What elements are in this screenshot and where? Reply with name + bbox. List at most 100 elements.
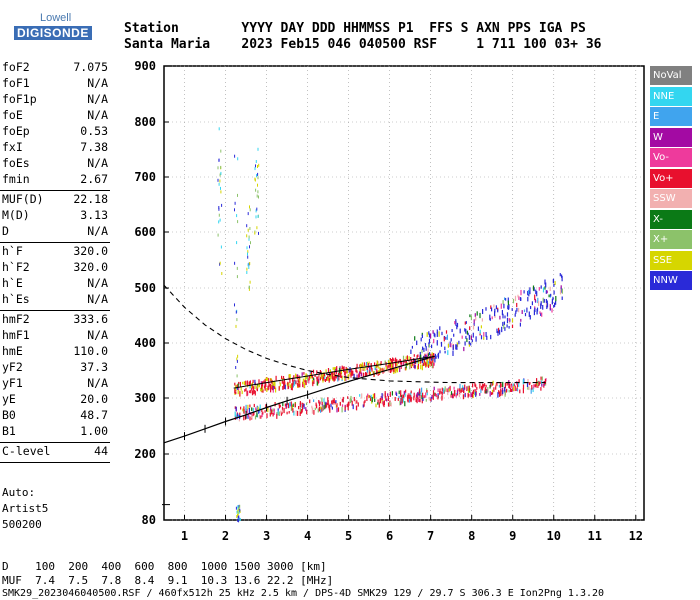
data-point xyxy=(495,384,497,390)
data-point xyxy=(276,413,278,419)
data-point xyxy=(266,413,268,419)
data-point xyxy=(374,393,376,399)
data-point xyxy=(396,362,398,366)
data-point xyxy=(490,305,492,309)
data-point xyxy=(334,371,336,376)
data-point xyxy=(486,335,488,340)
param-label: hmE xyxy=(2,344,23,358)
data-point xyxy=(518,379,520,384)
data-point xyxy=(481,318,483,322)
data-point xyxy=(379,366,381,372)
data-point xyxy=(399,367,401,373)
data-point xyxy=(261,409,263,413)
param-value: 20.0 xyxy=(80,392,108,406)
data-point xyxy=(533,287,535,292)
data-point xyxy=(236,318,238,322)
data-point xyxy=(326,377,328,381)
data-point xyxy=(305,373,307,377)
data-point xyxy=(456,325,458,330)
data-point xyxy=(452,393,454,399)
data-point xyxy=(341,398,343,402)
data-point xyxy=(234,261,236,265)
data-point xyxy=(489,391,491,397)
data-point xyxy=(483,386,485,391)
data-point xyxy=(410,357,412,360)
param-separator xyxy=(0,242,110,243)
data-point xyxy=(486,389,488,394)
data-point xyxy=(239,508,241,512)
data-point xyxy=(221,203,223,207)
data-point xyxy=(349,397,351,404)
data-point xyxy=(498,390,500,394)
data-point xyxy=(258,410,260,414)
data-point xyxy=(546,290,548,294)
data-point xyxy=(245,380,247,385)
data-point xyxy=(301,409,303,414)
data-point xyxy=(261,381,264,387)
data-point xyxy=(423,358,425,363)
param-hmf2: hmF2 333.6 xyxy=(2,312,108,328)
footer-muf-row: MUF 7.4 7.5 7.8 8.4 9.1 10.3 13.6 22.2 [… xyxy=(2,574,333,587)
data-point xyxy=(236,275,238,279)
data-point xyxy=(555,296,557,302)
data-point xyxy=(494,311,496,317)
data-point xyxy=(437,355,439,359)
data-point xyxy=(249,208,251,212)
data-point xyxy=(248,413,250,417)
data-point xyxy=(297,379,299,382)
data-point xyxy=(310,373,312,379)
data-point xyxy=(234,154,236,158)
param-label: yF2 xyxy=(2,360,23,374)
data-point xyxy=(366,395,368,402)
data-point xyxy=(244,389,246,392)
param-value: 44 xyxy=(94,444,108,458)
data-point xyxy=(410,359,412,364)
data-point xyxy=(246,408,248,414)
data-point xyxy=(341,404,344,407)
data-point xyxy=(270,407,272,411)
data-point xyxy=(316,376,318,380)
data-point xyxy=(361,393,363,399)
data-point xyxy=(239,391,241,397)
y-tick-label: 80 xyxy=(142,513,156,527)
data-point xyxy=(469,326,471,331)
data-point xyxy=(476,311,478,316)
data-point xyxy=(420,337,422,342)
d-value: 3000 xyxy=(267,560,294,573)
data-point xyxy=(218,207,220,211)
param-value: 333.6 xyxy=(73,312,108,326)
data-point xyxy=(342,399,344,403)
data-point xyxy=(268,378,270,384)
data-point xyxy=(561,288,563,294)
data-point xyxy=(249,262,251,265)
param-value: N/A xyxy=(87,92,108,106)
data-point xyxy=(451,329,453,333)
data-point xyxy=(504,297,506,301)
data-point xyxy=(314,407,316,411)
data-point xyxy=(290,401,292,407)
x-tick-label: 9 xyxy=(509,529,516,543)
param-label: foEs xyxy=(2,156,30,170)
param-value: 320.0 xyxy=(73,260,108,274)
muf-value: 10.3 xyxy=(200,574,228,587)
param-value: N/A xyxy=(87,156,108,170)
muf-value: 7.5 xyxy=(68,574,89,587)
data-point xyxy=(499,382,501,388)
data-point xyxy=(312,407,314,413)
data-point xyxy=(497,331,499,336)
param-label: foEp xyxy=(2,124,30,138)
data-point xyxy=(342,396,344,400)
data-point xyxy=(473,319,475,324)
data-point xyxy=(237,389,239,395)
data-point xyxy=(238,417,240,422)
data-point xyxy=(495,305,497,310)
data-point xyxy=(326,402,328,408)
data-point xyxy=(299,410,301,416)
data-point xyxy=(269,413,271,417)
data-point xyxy=(444,346,446,351)
data-point xyxy=(523,290,525,294)
data-point xyxy=(246,271,248,274)
data-point xyxy=(290,406,292,411)
data-point xyxy=(318,402,321,406)
data-point xyxy=(356,363,358,369)
